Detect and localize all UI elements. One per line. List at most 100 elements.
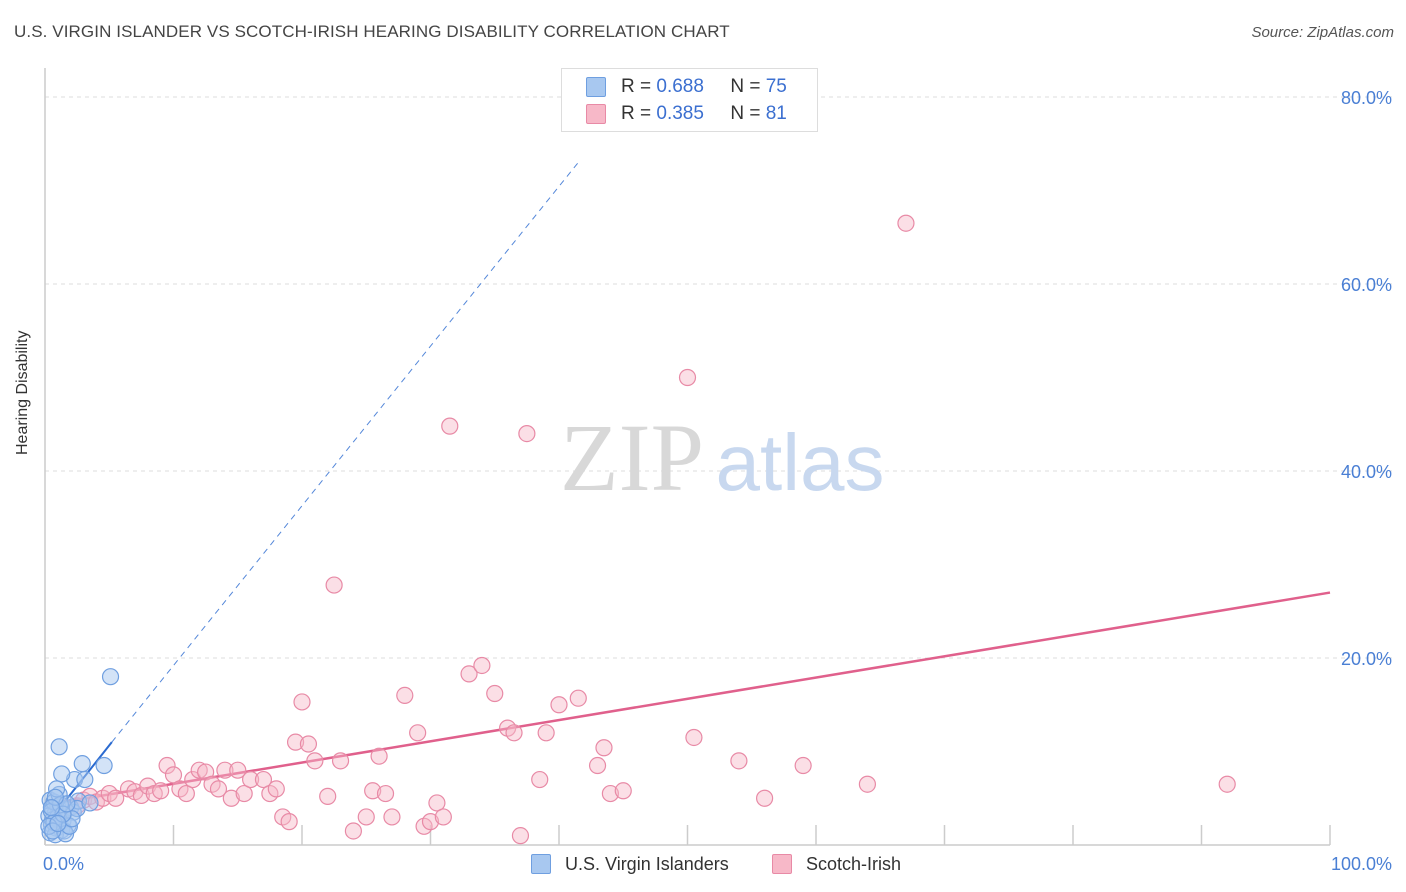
scotch-irish-point	[614, 782, 632, 800]
virgin-islanders-point	[53, 765, 71, 783]
watermark-zip: ZIP	[560, 404, 704, 511]
scotch-irish-point	[518, 425, 536, 443]
scotch-irish-point	[229, 761, 247, 779]
scotch-irish-point	[441, 417, 459, 435]
y-tick-label: 40.0%	[1341, 462, 1392, 482]
data-points	[40, 214, 1236, 845]
scotch-irish-point	[569, 689, 587, 707]
scotch-irish-point	[299, 735, 318, 753]
scotch-irish-point	[254, 770, 273, 789]
scotch-irish-point	[486, 684, 504, 703]
legend-item-virgin-islanders: U.S. Virgin Islanders	[531, 852, 729, 876]
y-tick-label: 60.0%	[1341, 275, 1392, 295]
scotch-irish-point	[235, 784, 253, 803]
r-label: R =	[621, 76, 652, 97]
scotch-irish-point	[242, 770, 260, 789]
scotch-irish-point	[685, 728, 703, 747]
n-value: 81	[765, 103, 787, 124]
scotch-irish-point	[344, 822, 362, 840]
scotch-irish-point	[858, 775, 877, 793]
scotch-irish-point	[280, 813, 298, 831]
scotch-irish-point	[286, 733, 305, 751]
scotch-irish-point	[319, 787, 337, 805]
legend-label: Scotch-Irish	[806, 853, 902, 874]
scotch-irish-point	[164, 766, 183, 784]
blue-swatch	[531, 854, 551, 874]
scotch-irish-point	[601, 784, 620, 803]
virgin-islanders-point	[81, 794, 99, 812]
scotch-irish-point	[158, 756, 176, 775]
watermark: ZIP atlas	[560, 404, 884, 511]
scotch-irish-point	[357, 808, 375, 826]
scotch-irish-point	[460, 665, 478, 683]
pink-swatch	[586, 104, 606, 124]
source-label: Source: ZipAtlas.com	[1251, 24, 1394, 41]
virgin-islanders-point	[50, 738, 68, 756]
pink-swatch	[772, 854, 792, 874]
scotch-irish-point	[505, 724, 523, 742]
scotch-irish-point	[434, 808, 452, 826]
watermark-atlas: atlas	[716, 418, 885, 507]
n-label: N =	[730, 103, 761, 124]
virgin-islanders-point	[101, 668, 120, 686]
virgin-islanders-point	[76, 770, 94, 789]
scotch-irish-point	[325, 576, 343, 594]
scotch-irish-point	[1218, 775, 1236, 793]
n-label: N =	[730, 76, 761, 97]
scotch-irish-point	[370, 747, 388, 765]
y-tick-label: 80.0%	[1341, 88, 1392, 108]
scotch-irish-point	[409, 724, 427, 742]
x-tick-label-max: 100.0%	[1331, 854, 1392, 874]
virgin-islanders-trend-extended	[111, 162, 579, 743]
scotch-irish-point	[184, 770, 202, 789]
scotch-irish-point	[222, 789, 240, 807]
scotch-irish-point	[730, 752, 748, 770]
scotch-irish-point	[177, 784, 195, 803]
scotch-irish-point	[132, 786, 150, 805]
scotch-irish-point	[537, 724, 555, 742]
scotch-irish-point	[331, 752, 350, 770]
scotch-irish-trend	[57, 591, 1331, 805]
scotch-irish-point	[383, 808, 401, 826]
scotch-irish-point	[678, 368, 697, 387]
r-value: 0.688	[656, 76, 704, 97]
scotch-irish-point	[209, 780, 228, 798]
scotch-irish-point	[550, 696, 568, 714]
scotch-irish-point	[364, 782, 382, 800]
y-tick-label: 20.0%	[1341, 649, 1392, 669]
scotch-irish-point	[107, 789, 125, 807]
x-tick-label-min: 0.0%	[43, 854, 84, 874]
virgin-islanders-point	[42, 798, 61, 817]
axes	[44, 68, 1331, 846]
scotch-irish-point	[511, 827, 530, 845]
correlation-legend: R = 0.688 N = 75 R = 0.385 N = 81	[561, 68, 818, 132]
scotch-irish-point	[755, 789, 774, 807]
scotch-irish-point	[306, 752, 324, 770]
scotch-irish-point	[531, 770, 549, 789]
r-value: 0.385	[656, 103, 704, 124]
scotch-irish-point	[190, 761, 208, 779]
scotch-irish-point	[421, 813, 440, 831]
virgin-islanders-point	[95, 756, 113, 775]
grid-lines	[45, 96, 1392, 659]
scotch-irish-point	[267, 780, 285, 798]
scotch-irish-point	[152, 782, 170, 800]
legend-label: U.S. Virgin Islanders	[565, 853, 729, 874]
y-axis-label: Hearing Disability	[14, 330, 31, 456]
scotch-irish-point	[293, 693, 311, 711]
virgin-islanders-point	[49, 814, 67, 833]
r-label: R =	[621, 103, 652, 124]
scotch-irish-point	[897, 214, 915, 232]
scotch-irish-point	[396, 686, 414, 705]
scotch-irish-point	[794, 756, 812, 775]
scotch-irish-point	[428, 794, 446, 812]
scotch-irish-point	[376, 784, 395, 803]
virgin-islanders-point	[73, 755, 91, 773]
legend-item-scotch-irish: Scotch-Irish	[772, 852, 901, 876]
blue-swatch	[586, 77, 606, 97]
n-value: 75	[765, 76, 787, 97]
chart-title: U.S. VIRGIN ISLANDER VS SCOTCH-IRISH HEA…	[14, 22, 730, 41]
scotch-irish-point	[216, 761, 234, 779]
scotch-irish-point	[473, 656, 491, 675]
